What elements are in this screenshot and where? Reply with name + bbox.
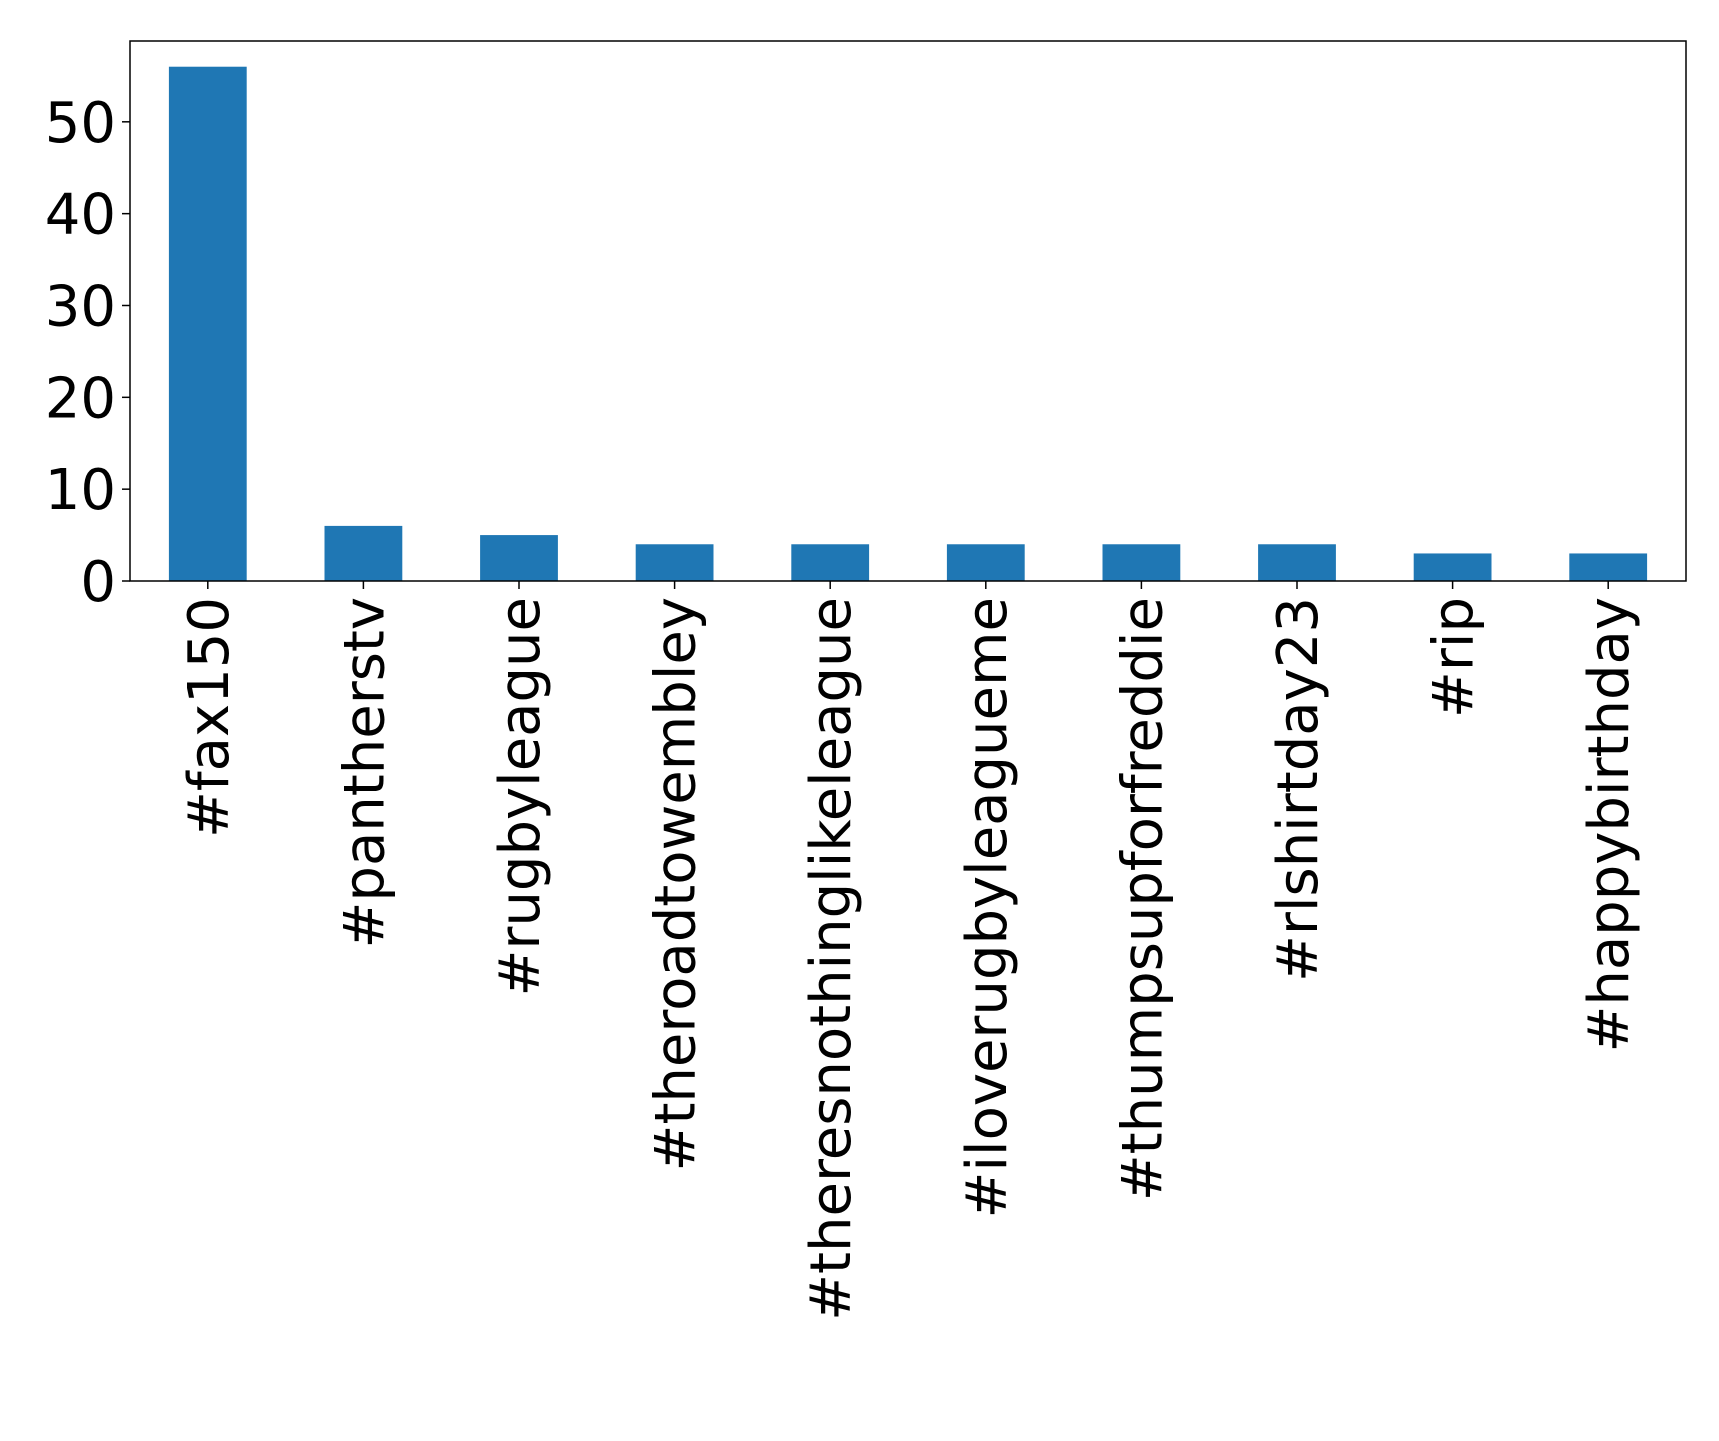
y-tick-label: 40 xyxy=(45,183,116,248)
bar xyxy=(791,544,870,581)
x-axis: #fax150 #pantherstv #rugbyleague #theroadto… xyxy=(177,581,1642,1321)
bars-group xyxy=(168,66,1648,581)
x-tick-label: #theroadtowembley xyxy=(644,597,709,1171)
x-tick-label: #pantherstv xyxy=(332,597,397,948)
x-tick-label: #rugbyleague xyxy=(488,597,553,997)
bar xyxy=(1569,553,1648,581)
bar xyxy=(635,544,714,581)
x-tick-label: #fax150 xyxy=(177,597,242,838)
y-tick-label: 0 xyxy=(80,550,116,615)
bar xyxy=(946,544,1025,581)
bar xyxy=(168,66,247,581)
y-tick-label: 10 xyxy=(45,458,116,523)
x-tick-label: #iloverugbyleagueme xyxy=(955,597,1020,1218)
x-tick-label: #happybirthday xyxy=(1577,597,1642,1053)
x-tick-label: #thumpsupforfreddie xyxy=(1110,597,1175,1201)
y-tick-label: 50 xyxy=(45,91,116,156)
plot-frame xyxy=(129,40,1687,582)
bar xyxy=(1413,553,1492,581)
bar xyxy=(324,525,403,581)
x-tick-label: #theresnothinglikeleague xyxy=(799,597,864,1321)
x-tick-label: #rip xyxy=(1422,597,1487,718)
y-tick-label: 30 xyxy=(45,274,116,339)
x-tick-label: #rlshirtday23 xyxy=(1266,597,1331,982)
bar xyxy=(480,535,558,581)
bar xyxy=(1258,544,1336,581)
bar xyxy=(1102,544,1181,581)
y-tick-label: 20 xyxy=(45,366,116,431)
y-axis: 0 10 20 30 40 50 xyxy=(45,91,130,615)
